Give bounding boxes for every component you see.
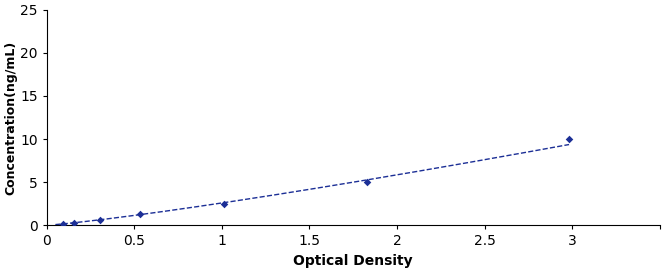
X-axis label: Optical Density: Optical Density	[293, 254, 413, 268]
Point	[219, 202, 230, 206]
Y-axis label: Concentration(ng/mL): Concentration(ng/mL)	[4, 40, 17, 194]
Point	[95, 218, 106, 222]
Point	[58, 222, 68, 226]
Point	[69, 220, 80, 225]
Point	[361, 180, 372, 184]
Point	[564, 137, 574, 141]
Point	[135, 212, 145, 217]
